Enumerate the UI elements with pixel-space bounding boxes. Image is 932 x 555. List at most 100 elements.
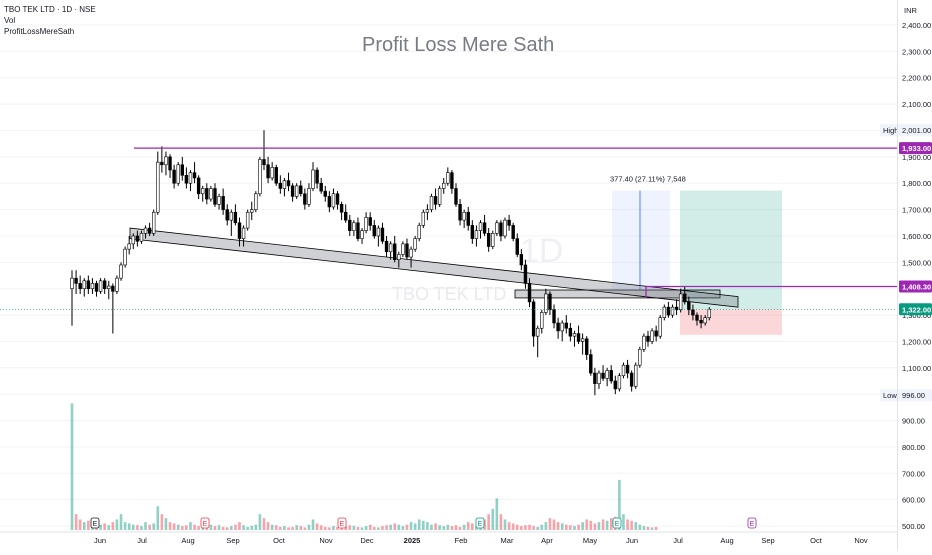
volume-bar [209,524,213,530]
volume-bar [430,524,433,530]
earnings-marker-label: E [615,521,620,528]
candle-body [625,364,630,374]
candle-body [466,211,470,226]
volume-bar [328,527,331,530]
volume-bar [87,520,90,530]
candle-body [356,222,360,239]
candle-body [442,182,446,189]
volume-bar [131,524,135,530]
volume-bar [205,526,209,530]
volume-bar [454,525,458,530]
volume-bar [495,498,499,530]
candle-body [327,196,332,208]
volume-bar [548,518,552,530]
candle-body [642,335,646,350]
volume-bar [242,525,245,530]
volume-bar [385,525,388,530]
volume-bar [176,524,180,530]
currency-label: INR [904,6,918,15]
candle-body [102,280,107,290]
volume-bar [340,527,343,530]
volume-bar [344,526,347,530]
volume-bar [144,522,147,530]
volume-bar [250,525,254,530]
price-tick-label: 700.00 [902,469,925,478]
long-position-loss-zone [680,309,782,335]
candle-body [221,196,225,210]
volume-bar [193,524,196,530]
price-axis[interactable]: INR2,400.002,300.002,200.002,100.002,000… [880,6,932,531]
volume-bar [303,527,307,530]
candle-body [164,156,168,166]
volume-bar [315,523,319,530]
candle-body [511,225,515,239]
candle-body [184,175,189,184]
volume-bar [630,520,633,530]
candle-body [352,222,356,231]
price-tick-label: 2,400.00 [902,21,931,30]
candle-body [540,312,544,329]
volume-bar [136,525,139,530]
price-tick-label: 1,300.00 [902,311,931,320]
volume-bar [401,526,405,530]
price-tick-label: 2,300.00 [902,47,931,56]
volume-bar [119,514,123,530]
candle-body [401,243,405,255]
volume-bar [601,519,605,530]
candle-body [544,293,548,313]
candle-body [388,243,393,253]
volume-bar [654,526,658,530]
volume-bar [646,526,650,530]
candle-body [119,264,123,279]
earnings-marker-label: E [478,521,483,528]
volume-bar [246,526,249,530]
candle-body [397,254,401,260]
drawing-tools[interactable] [129,190,782,335]
volume-indicator-label[interactable]: Vol [4,16,16,25]
candle-body [196,177,201,195]
volume-bar [348,525,352,530]
earnings-marker-box [475,517,485,529]
volume-bar [450,526,454,530]
drawing-overlays[interactable]: 377.40 (27.11%) 7,548 [0,147,897,310]
volume-bar [577,524,580,530]
volume-bar [258,514,262,530]
candle-body [188,172,193,184]
candle-body [433,196,438,205]
candle-body [217,196,221,205]
candle-body [152,211,156,234]
candle-body [94,283,99,292]
grid [0,24,897,527]
candle-body [339,204,344,213]
candle-body [556,322,560,332]
volume-bar [462,524,466,530]
candle-body [474,230,479,239]
volume-bar [377,527,380,530]
candle-body [662,306,667,319]
volume-bar [597,522,601,530]
script-indicator-label[interactable]: ProfitLossMereSath [4,27,75,36]
price-tick-label: 2,100.00 [902,100,931,109]
candle-body [254,193,258,210]
faint-interval: 1D [520,232,563,270]
long-position-profit-zone [680,190,782,310]
volume-bar [160,514,164,530]
high-label-bg [880,124,932,137]
volume-bar [515,524,519,530]
volume-bar [556,522,560,530]
candle-body [323,190,327,197]
symbol-title[interactable]: TBO TEK LTD · 1D · NSE [4,5,96,14]
volume-bar [372,526,376,530]
candle-body [111,285,115,292]
volume-bar [360,527,364,530]
candle-body [115,277,119,292]
time-axis[interactable]: Jun Jul Aug Sep Oct Nov Dec 2025 Feb Mar Apr May Jun… [0,531,897,545]
volume-bar [409,522,413,530]
volume-bar [569,525,572,530]
volume-bar [156,506,160,530]
volume-bar [491,508,495,530]
candle-body [368,217,372,226]
candle-body [429,196,434,210]
